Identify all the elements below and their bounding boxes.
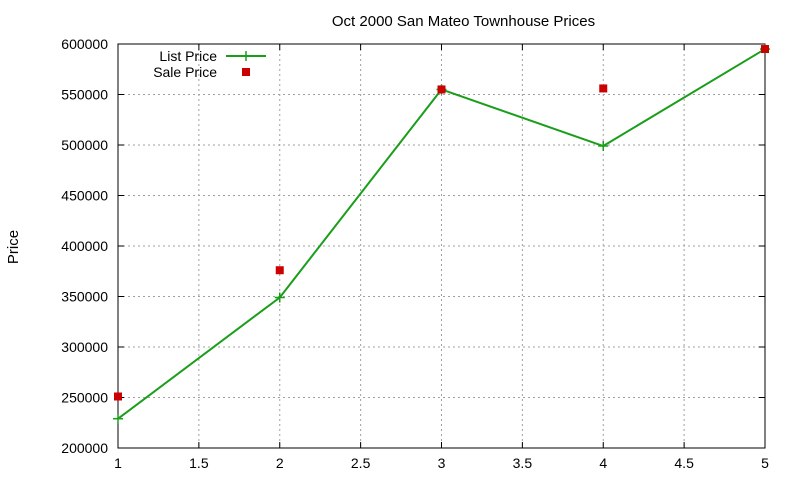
legend-marker-list-price [241,51,251,61]
legend-marker-sale-price [242,68,250,76]
y-tick-label: 550000 [61,87,108,103]
data-point-list-price [274,292,285,303]
series-sale-price [114,45,769,401]
x-tick-label: 3.5 [513,455,533,471]
data-point-list-price [598,141,609,152]
data-point-sale-price [437,85,446,94]
axis-ticks: 1 1.5 2 2.5 3 3.5 4 4.5 5 200000 250000 300000 35000… [61,36,769,471]
y-tick-label: 200000 [61,440,108,456]
chart-title: Oct 2000 San Mateo Townhouse Prices [332,13,595,30]
x-tick-label: 1.5 [189,455,209,471]
y-tick-label: 500000 [61,137,108,153]
legend-label-sale-price: Sale Price [153,64,217,80]
series [113,44,770,424]
x-tick-label: 1 [114,455,122,471]
x-tick-label: 4.5 [674,455,694,471]
y-tick-label: 350000 [61,289,108,305]
y-tick-label: 400000 [61,238,108,254]
y-tick-label: 600000 [61,36,108,52]
data-point-list-price [113,413,123,424]
x-tick-label: 4 [599,455,607,471]
y-tick-label: 300000 [61,339,108,355]
legend: List Price Sale Price [153,48,266,80]
x-tick-label: 5 [761,455,769,471]
x-tick-label: 2 [276,455,284,471]
data-point-sale-price [114,392,122,401]
data-point-sale-price [599,84,608,93]
x-tick-label: 3 [438,455,446,471]
y-tick-label: 450000 [61,188,108,204]
x-tick-label: 2.5 [351,455,371,471]
y-axis-title: Price [5,230,22,264]
legend-label-list-price: List Price [159,48,217,64]
grid [118,44,765,448]
data-point-sale-price [275,266,284,275]
y-tick-label: 250000 [61,390,108,406]
data-point-sale-price [761,45,769,54]
